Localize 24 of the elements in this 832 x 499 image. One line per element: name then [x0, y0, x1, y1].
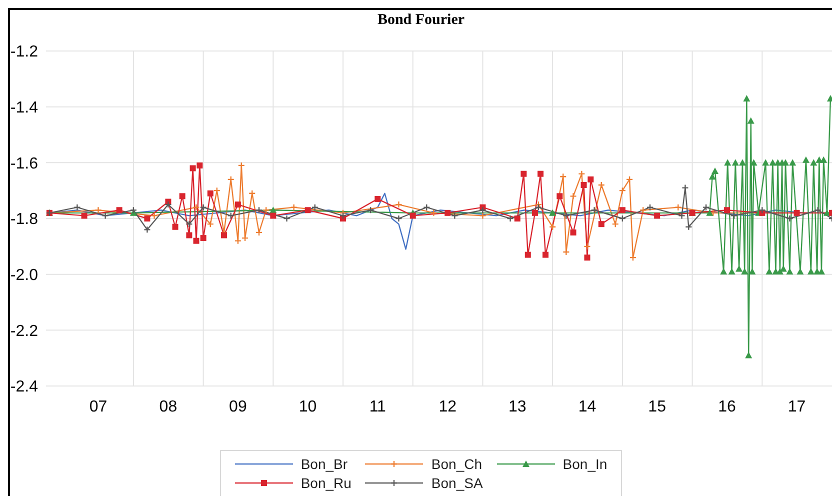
legend-label: Bon_Br: [300, 456, 348, 472]
x-tick-label: 11: [369, 398, 386, 416]
x-tick-label: 17: [788, 398, 806, 416]
chart-title: Bond Fourier: [376, 12, 466, 29]
y-tick-label: -1.6: [10, 155, 38, 172]
x-tick-label: 08: [159, 398, 178, 416]
x-tick-label: 09: [229, 398, 247, 416]
legend-label: Bon_Ch: [431, 456, 482, 472]
y-tick-label: -1.8: [10, 211, 38, 228]
y-tick-label: -2.4: [10, 378, 38, 396]
x-tick-label: 07: [89, 398, 108, 416]
y-tick-label: -2.0: [10, 267, 38, 284]
y-tick-label: -1.2: [10, 44, 38, 61]
x-tick-label: 15: [648, 398, 666, 416]
legend-label: Bon_In: [562, 456, 608, 472]
x-tick-label: 12: [438, 398, 457, 416]
x-tick-label: 14: [578, 398, 596, 416]
x-tick-label: 10: [298, 398, 317, 416]
y-tick-label: -2.2: [10, 322, 38, 340]
legend-label: Bon_Ru: [300, 475, 352, 491]
legend-label: Bon_SA: [431, 475, 483, 491]
x-tick-label: 13: [508, 398, 526, 416]
x-tick-label: 16: [718, 398, 736, 416]
y-tick-label: -1.4: [10, 100, 38, 117]
